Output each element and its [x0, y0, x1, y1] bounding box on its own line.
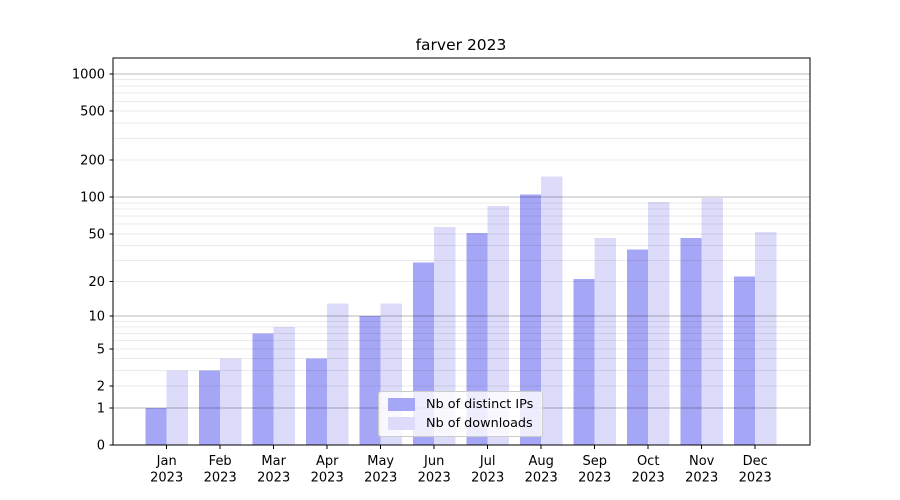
- x-tick-label: Mar 2023: [257, 454, 290, 486]
- y-tick-label: 1000: [72, 68, 105, 83]
- bar: [573, 279, 595, 445]
- y-tick-label: 10: [88, 310, 105, 325]
- y-tick-label: 100: [80, 191, 105, 206]
- bar: [755, 231, 777, 445]
- x-tick-label: Jul 2023: [471, 454, 504, 486]
- plot-border: [112, 57, 811, 446]
- x-tick-label: Dec 2023: [739, 454, 772, 486]
- bar: [701, 198, 724, 445]
- bar: [220, 358, 242, 445]
- x-tick-label: May 2023: [364, 454, 397, 486]
- x-tick-label: Apr 2023: [311, 454, 344, 486]
- minor-gridlines: [113, 79, 810, 387]
- x-tick-label: Jun 2023: [418, 454, 451, 486]
- y-axis: 0 1 2 5 10 20 50 100 200 500 1000: [72, 68, 113, 454]
- bar: [327, 303, 349, 445]
- y-tick-label: 20: [88, 275, 105, 290]
- bar: [145, 407, 167, 445]
- bar: [166, 370, 189, 445]
- legend: Nb of distinct IPs Nb of downloads: [378, 391, 543, 437]
- x-tick-label: Aug 2023: [525, 454, 558, 486]
- bar: [626, 249, 649, 445]
- legend-item-downloads: Nb of downloads: [388, 416, 533, 431]
- y-tick-label: 2: [97, 380, 105, 395]
- x-tick-label: Feb 2023: [204, 454, 237, 486]
- bar: [305, 358, 328, 445]
- bar: [487, 205, 510, 445]
- y-tick-label: 1: [97, 401, 105, 416]
- bar: [273, 327, 296, 445]
- bar: [519, 194, 542, 445]
- bar: [359, 316, 381, 445]
- bar: [434, 227, 456, 445]
- legend-swatch-distinct-ips: [388, 398, 415, 412]
- legend-item-distinct-ips: Nb of distinct IPs: [388, 397, 533, 412]
- x-tick-label: Nov 2023: [685, 454, 718, 486]
- bar: [198, 370, 221, 445]
- chart-title: farver 2023: [415, 36, 507, 54]
- bar: [541, 176, 563, 445]
- x-tick-label: Sep 2023: [578, 454, 611, 486]
- y-tick-label: 50: [88, 227, 105, 242]
- y-tick-label: 500: [80, 105, 105, 120]
- bar: [733, 276, 756, 445]
- bar: [680, 238, 702, 445]
- x-tick-label: Jan 2023: [150, 454, 183, 486]
- y-tick-label: 5: [97, 342, 105, 357]
- legend-swatch-downloads: [388, 416, 415, 430]
- bar: [252, 333, 274, 445]
- bar: [594, 238, 617, 445]
- x-tick-label: Oct 2023: [632, 454, 665, 486]
- legend-label-downloads: Nb of downloads: [426, 415, 533, 431]
- y-tick-label: 200: [80, 154, 105, 169]
- y-tick-label: 0: [97, 439, 105, 454]
- x-axis: Jan 2023 Feb 2023 Mar 2023 Apr 2023 May 2023 Jun 20…: [150, 445, 772, 486]
- legend-label-distinct-ips: Nb of distinct IPs: [426, 397, 534, 413]
- bars-nb-of-downloads: [166, 176, 777, 445]
- bar: [648, 202, 670, 445]
